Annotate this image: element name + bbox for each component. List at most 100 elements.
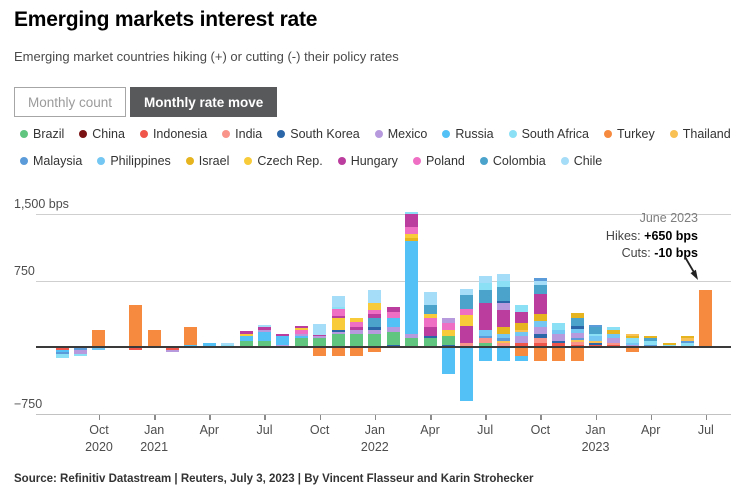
- bar-segment: [239, 333, 253, 337]
- bar-segment: [331, 331, 345, 334]
- bar-segment: [460, 295, 474, 309]
- legend-item-south-korea: South Korea: [277, 127, 360, 141]
- bar-segment: [625, 336, 639, 339]
- legend-dot-icon: [97, 157, 106, 165]
- x-tick-label: Oct: [530, 422, 551, 437]
- bar-segment: [589, 340, 602, 343]
- bar-segment: [423, 305, 437, 314]
- bar-segment: [405, 211, 419, 214]
- toggle-monthly-rate-move[interactable]: Monthly rate move: [130, 87, 278, 117]
- bar-segment: [423, 336, 437, 339]
- bar-segment: [460, 326, 474, 343]
- legend-item-hungary: Hungary: [337, 154, 398, 168]
- bar-segment: [607, 333, 621, 339]
- legend-item-russia: Russia: [442, 127, 494, 141]
- legend-label: Czech Rep.: [257, 154, 323, 168]
- bar-segment: [644, 340, 658, 346]
- bar-segment: [441, 336, 455, 346]
- bar-segment: [368, 329, 382, 334]
- bar-segment: [625, 347, 639, 352]
- bar-segment: [386, 311, 400, 319]
- bar-segment: [276, 336, 290, 346]
- bar-segment: [331, 347, 345, 357]
- legend-label: Israel: [198, 154, 230, 168]
- bar-segment: [460, 308, 474, 316]
- bar-segment: [405, 233, 419, 239]
- bar-segment: [607, 342, 621, 346]
- bar-segment: [423, 338, 437, 348]
- legend-dot-icon: [442, 130, 451, 138]
- bar-segment: [497, 338, 511, 341]
- bar-segment: [239, 340, 253, 348]
- bar-segment: [331, 295, 345, 307]
- bar-segment: [699, 289, 713, 348]
- bar-segment: [497, 273, 511, 281]
- annotation-date: June 2023: [639, 211, 698, 225]
- bar-segment: [478, 336, 492, 339]
- bar-segment: [257, 331, 271, 341]
- bar-segment: [368, 347, 382, 352]
- bar-segment: [294, 338, 308, 348]
- x-tick: [264, 414, 266, 420]
- bar-segment: [166, 347, 180, 350]
- legend-dot-icon: [412, 157, 421, 165]
- bar-segment: [405, 227, 419, 234]
- bar-segment: [313, 336, 327, 339]
- legend-label: Russia: [455, 127, 494, 141]
- bar-segment: [533, 280, 547, 286]
- legend-dot-icon: [337, 157, 346, 165]
- bar-segment: [515, 329, 529, 332]
- legend-dot-icon: [20, 130, 28, 138]
- bar-segment: [147, 329, 161, 348]
- bar-segment: [386, 307, 400, 312]
- bar-segment: [276, 345, 290, 348]
- bar-segment: [552, 329, 566, 334]
- legend-item-philippines: Philippines: [97, 154, 171, 168]
- bar-segment: [294, 330, 308, 334]
- legend-dot-icon: [185, 157, 194, 165]
- bar-segment: [423, 291, 437, 306]
- bar-segment: [515, 305, 529, 312]
- bar-segment: [92, 329, 106, 348]
- bar-segment: [257, 340, 271, 348]
- y-axis-label: −750: [14, 396, 43, 411]
- x-tick: [650, 414, 653, 420]
- bar-segment: [313, 323, 327, 335]
- x-tick: [485, 414, 487, 420]
- page-title: Emerging markets interest rate: [14, 8, 318, 31]
- bar-segment: [331, 315, 345, 319]
- bar-segment: [441, 322, 455, 330]
- bar-segment: [625, 342, 639, 346]
- bar-segment: [570, 317, 584, 327]
- x-tick-label: Jan: [144, 422, 165, 437]
- bar-segment: [533, 278, 547, 281]
- legend-label: China: [92, 127, 125, 141]
- legend-label: Chile: [573, 154, 603, 168]
- bar-segment: [680, 336, 694, 339]
- x-tick-label: Apr: [640, 422, 661, 437]
- x-tick-year-label: 2022: [360, 439, 389, 454]
- x-tick-year-label: 2023: [581, 439, 610, 454]
- bar-segment: [552, 333, 566, 341]
- legend-item-czech-rep-: Czech Rep.: [244, 154, 323, 168]
- x-tick-label: Oct: [89, 422, 109, 437]
- source-note: Source: Refinitiv Datastream | Reuters, …: [14, 473, 534, 485]
- bar-segment: [349, 322, 363, 327]
- legend-dot-icon: [244, 157, 253, 165]
- bar-segment: [386, 345, 400, 348]
- bar-segment: [423, 313, 437, 319]
- bar-segment: [166, 349, 180, 352]
- toggle-monthly-count[interactable]: Monthly count: [14, 87, 127, 117]
- bar-segment: [497, 302, 511, 310]
- bar-segment: [349, 333, 363, 348]
- bar-segment: [515, 356, 529, 361]
- bar-segment: [74, 347, 88, 350]
- legend-item-india: India: [222, 127, 262, 141]
- bar-segment: [497, 300, 511, 303]
- view-toggle-group: Monthly count Monthly rate move: [14, 87, 278, 117]
- legend-item-chile: Chile: [560, 154, 603, 168]
- bar-segment: [625, 338, 639, 343]
- bar-segment: [460, 315, 474, 327]
- bar-segment: [570, 339, 584, 342]
- bar-segment: [294, 326, 308, 328]
